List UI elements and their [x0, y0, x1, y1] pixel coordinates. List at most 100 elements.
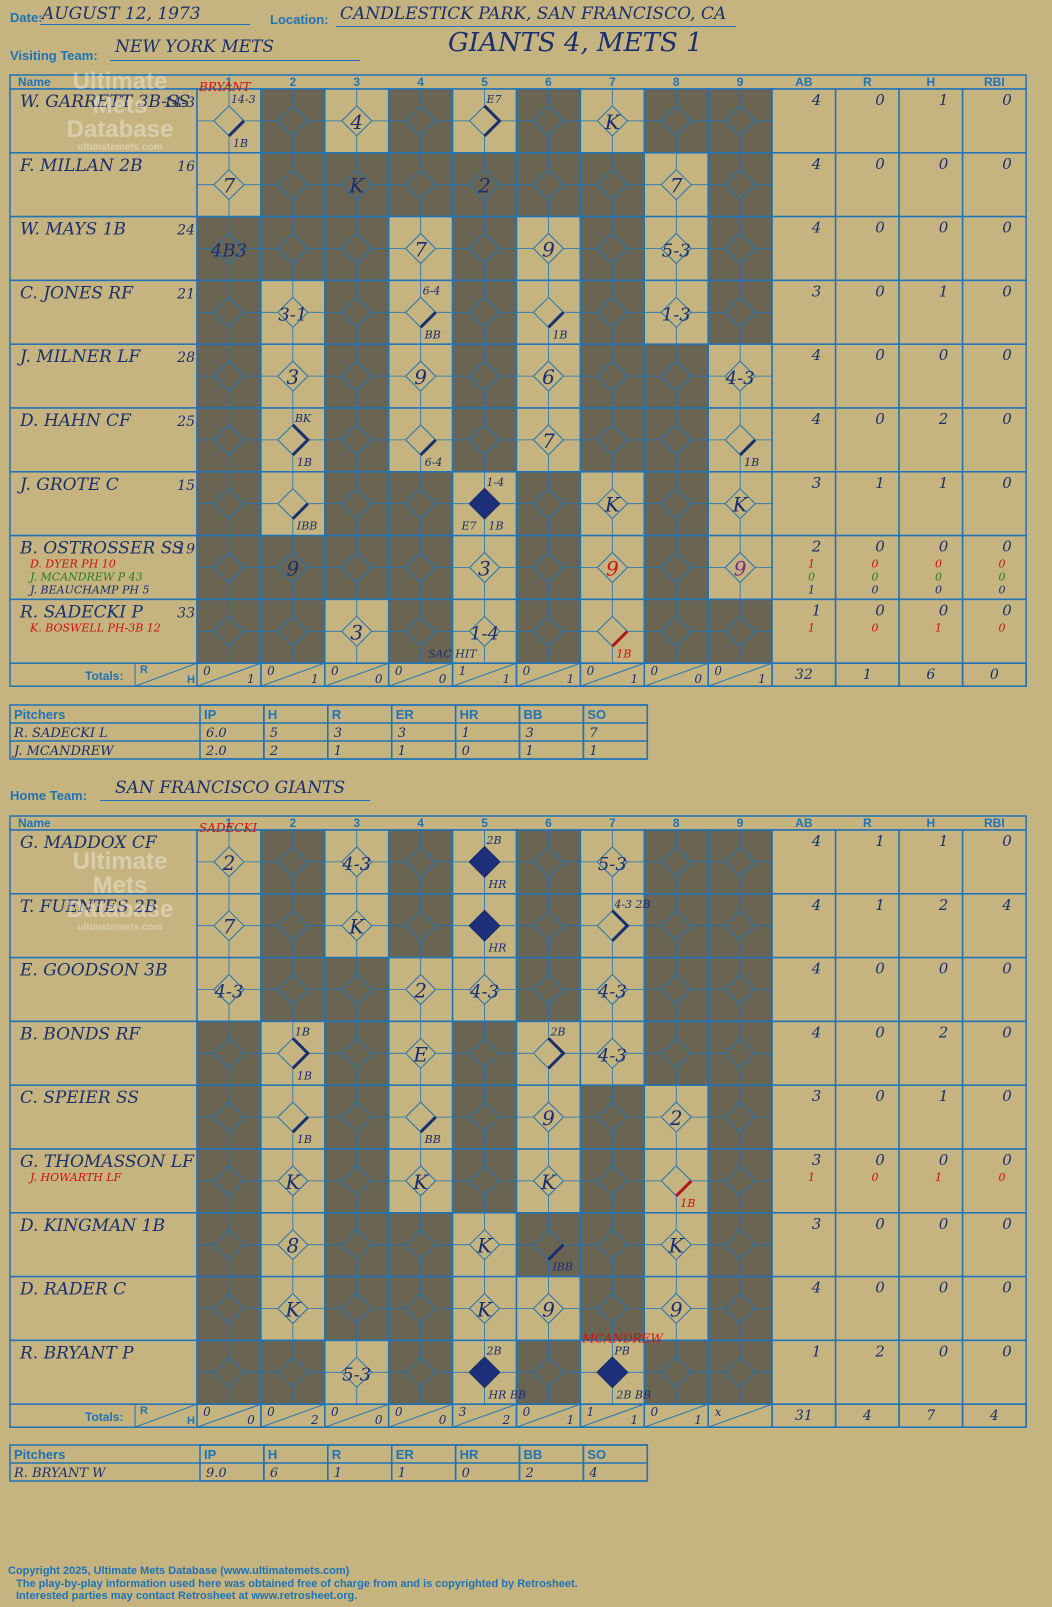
player-number: 28	[176, 350, 195, 366]
player-stat-ab: 4	[811, 832, 822, 850]
player-stat-r: 1	[875, 474, 885, 492]
player-stat-h: 0	[939, 219, 949, 237]
player-number: 25	[176, 414, 195, 430]
play-result: 4-3	[725, 368, 755, 389]
stat-header-h: H	[927, 75, 936, 89]
sub-stat-ab: 0	[808, 571, 815, 584]
play-note: 1B	[295, 1025, 310, 1038]
player-stat-rbi: 0	[1002, 1279, 1012, 1297]
home-pitchers-table: Pitchers IP H R ER HR BB SOR. BRYANT W 9.0 6 1 1 0 2 4	[9, 1444, 649, 1482]
player-name: F. MILLAN 2B	[19, 156, 143, 176]
play-result: 2	[413, 979, 427, 1003]
stat-cell	[961, 152, 1027, 218]
player-name: R. BRYANT P	[19, 1343, 134, 1363]
sub-stat-ab: 1	[808, 584, 815, 597]
inning-hits: 0	[694, 672, 702, 686]
inning-runs: 0	[267, 664, 275, 678]
player-stat-h: 0	[939, 960, 949, 978]
stat-cell	[898, 1339, 964, 1405]
hit-type: 1B	[680, 1197, 695, 1210]
stat-cell	[771, 1148, 837, 1214]
copyright-line: Copyright 2025, Ultimate Mets Database (…	[8, 1565, 350, 1577]
totals-stat-cell	[961, 1403, 1027, 1428]
stat-cell	[961, 279, 1027, 345]
run-scored-diamond	[468, 909, 501, 942]
stat-cell	[898, 152, 964, 218]
play-result: 9	[734, 557, 747, 581]
totals-r-label: R	[140, 664, 148, 676]
totals-slash	[196, 662, 262, 687]
player-name: R. SADECKI P	[19, 602, 143, 622]
player-name: G. THOMASSON LF	[20, 1152, 195, 1172]
play-extra: SAC HIT	[428, 647, 478, 660]
player-stat-ab: 4	[811, 1023, 822, 1041]
stat-cell	[771, 829, 837, 895]
inning-hits: 0	[375, 672, 383, 686]
player-stat-rbi: 0	[1002, 1087, 1012, 1105]
totals-slash	[580, 1403, 645, 1428]
player-stat-h: 2	[938, 410, 949, 428]
inning-hits: 2	[310, 1413, 319, 1427]
play-result: 8	[286, 1234, 299, 1258]
play-result: K	[540, 1170, 557, 1194]
inning-runs: 1	[459, 664, 467, 678]
player-name: W. MAYS 1B	[20, 220, 126, 240]
inning-hits: 0	[247, 1413, 255, 1427]
sub-player-name: J. BEAUCHAMP PH 5	[28, 584, 149, 597]
stat-cell	[771, 407, 837, 473]
play-result: 4-3	[213, 982, 243, 1003]
pitch-col-so: SO	[587, 707, 606, 722]
player-stat-rbi: 0	[1002, 219, 1012, 237]
sub-player-name: K. BOSWELL PH-3B 12	[29, 621, 161, 634]
play-result: 3	[350, 620, 363, 644]
name-cell	[9, 956, 198, 1023]
play-result: 9	[606, 557, 619, 581]
hit-type: 1B	[552, 328, 567, 341]
pitcher-stat-ip: 2.0	[205, 744, 227, 759]
play-result: 4-3	[341, 854, 371, 875]
stat-cell	[961, 1212, 1027, 1278]
play-result: 5-3	[662, 241, 691, 262]
player-stat-r: 0	[875, 1215, 885, 1233]
inning-runs: 0	[203, 1405, 211, 1419]
inning-runs: 0	[587, 664, 595, 678]
play-note: PB	[613, 1344, 630, 1357]
sub-stat-r: 0	[871, 621, 878, 634]
play-note: 6-4	[423, 284, 441, 297]
header-row	[9, 815, 1027, 831]
player-name: J. GROTE C	[17, 475, 119, 495]
stat-cell	[771, 956, 837, 1023]
player-stat-r: 0	[875, 1279, 885, 1297]
inning-runs: 0	[267, 1405, 275, 1419]
pitcher-stat-hr: 0	[462, 1466, 470, 1481]
sub-stat-rbi: 0	[998, 558, 1005, 571]
stat-cell	[898, 407, 964, 473]
hit-type: HR BB	[488, 1388, 527, 1401]
basepath	[419, 1116, 437, 1134]
player-stat-r: 0	[875, 410, 885, 428]
totals-slash	[452, 1403, 517, 1428]
player-name: E. GOODSON 3B	[19, 961, 167, 981]
inning-header-7: 7	[609, 816, 616, 830]
player-stat-ab: 4	[811, 410, 822, 428]
stat-cell	[834, 88, 900, 154]
inning-hits: 0	[439, 1413, 447, 1427]
stat-cell	[898, 829, 964, 895]
player-name: B. BONDS RF	[19, 1024, 141, 1044]
stat-cell	[834, 1339, 900, 1405]
player-stat-rbi: 0	[1002, 1151, 1012, 1169]
play-result: 2	[669, 1106, 683, 1130]
run-scored-diamond	[596, 1356, 629, 1389]
stat-cell	[961, 598, 1027, 664]
inning-hits: 1	[567, 1413, 575, 1427]
hit-type: 1B	[744, 456, 759, 469]
player-stat-ab: 4	[811, 1279, 822, 1297]
inning-runs: 1	[587, 1405, 595, 1419]
inning-header-1: 1	[226, 816, 233, 830]
hit-type: 1B	[233, 137, 248, 150]
stat-cell	[771, 152, 837, 218]
sub-stat-h: 1	[935, 1171, 942, 1184]
inning-header-9: 9	[737, 816, 744, 830]
play-result: 4	[349, 110, 363, 134]
stat-cell	[771, 1212, 837, 1278]
